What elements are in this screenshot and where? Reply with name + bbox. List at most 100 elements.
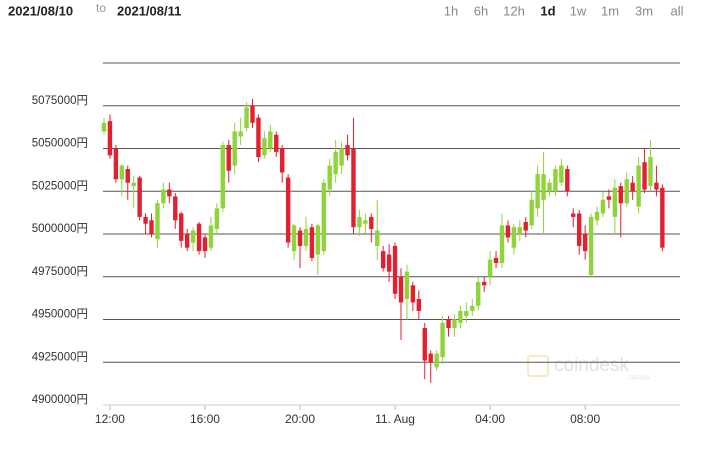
candle-body [274,134,279,152]
range-button[interactable]: all [670,3,683,18]
candle-body [571,213,576,217]
candle-body [291,225,297,252]
candle-body [648,157,653,187]
y-tick-label: 4900000円 [32,394,88,406]
y-tick-label: 5075000円 [32,95,88,107]
candle-body [107,121,113,156]
candle-body [232,131,237,166]
candle-body [190,230,196,243]
candle-body [553,169,558,192]
candle-body [202,237,208,252]
candle-body [226,145,231,171]
watermark-icon [527,355,549,377]
candle-body [446,319,451,329]
candle-body [161,189,166,204]
candle-body [559,165,564,183]
candle-body [642,162,647,190]
date-to: 2021/08/11 [117,3,181,18]
range-button[interactable]: 3m [635,3,653,18]
candle-body [369,216,374,229]
candle-body [416,298,422,311]
candle-body [333,151,338,175]
candle-body [523,222,528,231]
candle-body [155,203,160,240]
y-tick-label: 4925000円 [32,351,88,363]
candle-body [179,213,184,241]
candle-body [410,285,416,303]
x-tick-label: 08:00 [570,412,600,426]
candle-body [398,276,404,303]
candle-body [220,145,225,209]
candle-body [547,182,552,192]
range-button[interactable]: 1d [540,3,555,18]
candle-body [517,227,522,234]
y-tick-label: 5025000円 [32,180,88,192]
candle-body [529,199,534,226]
candle-body [487,259,493,277]
candle-body [493,257,499,264]
candle-body [113,148,119,180]
candle-body [345,145,350,156]
y-tick-label: 5050000円 [32,138,88,150]
candle-body [600,199,606,214]
candle-body [594,211,600,221]
y-tick-label: 5000000円 [32,223,88,235]
candle-body [101,122,107,132]
candle-body [541,174,546,200]
candle-body [285,177,291,243]
candle-body [297,230,303,246]
candle-body [131,182,136,187]
candle-body [404,271,410,299]
candle-body [624,179,629,204]
x-tick-label: 16:00 [190,412,220,426]
y-tick-label: 4975000円 [32,266,88,278]
candle-body [499,225,505,264]
candle-body [208,225,214,248]
watermark-brand: coindesk [554,355,629,376]
candle-body [511,227,517,248]
candle-body [167,189,172,197]
candle-body [351,148,356,228]
candle-body [654,182,659,190]
range-button[interactable]: 6h [474,3,488,18]
range-button[interactable]: 12h [503,3,525,18]
candle-body [280,148,285,173]
range-button[interactable]: 1h [444,3,458,18]
candle-body [262,138,267,156]
candle-body [440,322,445,358]
candle-body [184,234,190,248]
candle-body [339,148,344,166]
candle-body [357,216,362,228]
candle-body [618,186,623,204]
candle-body [143,216,148,224]
candle-body [422,328,427,361]
x-tick-label: 20:00 [285,412,315,426]
candle-body [309,227,315,258]
candle-body [452,319,457,329]
candle-body [565,169,570,192]
candle-body [321,182,326,252]
range-button[interactable]: 1w [570,3,587,18]
candle-body [535,174,540,209]
candle-body [315,225,321,255]
candle-body [428,353,433,363]
watermark: coindesk JAPAN [527,355,650,382]
candle-body [458,310,463,323]
x-tick-label: 12:00 [95,412,125,426]
range-button[interactable]: 1m [601,3,619,18]
candle-body [636,165,641,207]
candle-body [464,310,469,317]
candle-body [214,208,220,229]
candle-body [380,251,386,269]
y-tick-label: 4950000円 [32,309,88,321]
candle-body [606,196,612,200]
candle-body [577,213,582,246]
x-tick-label: 04:00 [475,412,505,426]
candle-body [392,245,398,294]
candle-body [244,107,249,128]
candle-body [125,169,130,183]
candle-body [196,223,202,252]
candle-body [327,165,332,190]
candle-body [386,254,392,272]
